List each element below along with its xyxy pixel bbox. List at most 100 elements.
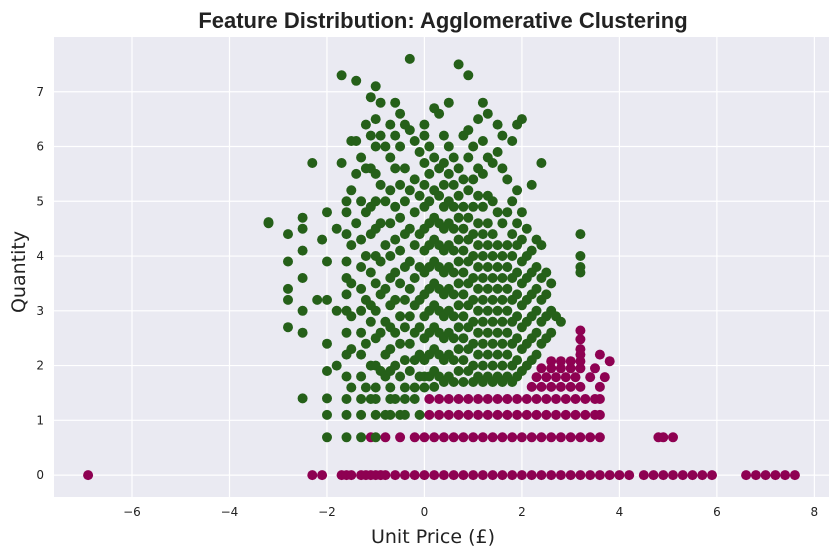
data-point [536, 470, 547, 481]
data-point [551, 372, 561, 383]
data-point [429, 432, 440, 443]
y-tick-label: 5 [36, 194, 44, 208]
data-point [604, 356, 615, 367]
data-point [638, 470, 649, 481]
data-point [531, 262, 542, 272]
data-point [453, 234, 464, 245]
data-point [458, 267, 469, 278]
data-point [502, 207, 513, 218]
data-point [531, 283, 542, 294]
data-point [390, 130, 401, 141]
data-point [555, 470, 566, 481]
data-point [521, 394, 532, 404]
data-point [395, 371, 406, 382]
data-point [492, 409, 503, 420]
data-point [477, 97, 488, 108]
data-point [365, 316, 376, 327]
data-point [502, 394, 513, 404]
data-point [482, 108, 493, 119]
data-point [438, 130, 449, 141]
data-point [585, 432, 596, 443]
data-point [385, 251, 396, 261]
data-point [770, 470, 781, 481]
data-point [346, 311, 357, 322]
data-point [307, 158, 318, 168]
data-point [492, 394, 503, 404]
data-point [482, 283, 493, 294]
data-point [575, 344, 586, 355]
data-point [390, 163, 401, 174]
x-tick-label: 6 [713, 505, 721, 519]
data-point [404, 53, 415, 64]
data-point [390, 234, 401, 245]
data-point [512, 394, 523, 404]
data-point [497, 294, 508, 305]
data-point [390, 327, 401, 338]
data-point [502, 240, 513, 251]
data-point [453, 322, 464, 333]
data-point [507, 432, 518, 443]
data-point [365, 92, 376, 103]
data-point [424, 168, 435, 179]
data-point [438, 432, 449, 443]
data-point [297, 305, 308, 316]
data-point [448, 267, 459, 278]
data-point [487, 251, 498, 261]
data-point [370, 432, 381, 443]
data-point [468, 273, 479, 283]
data-point [482, 262, 493, 272]
data-point [283, 294, 293, 305]
data-point [438, 470, 449, 481]
data-point [648, 470, 659, 481]
x-tick-label: 0 [421, 505, 429, 519]
data-point [531, 394, 542, 404]
data-point [741, 470, 752, 481]
data-point [580, 394, 591, 404]
data-point [356, 283, 367, 294]
data-point [283, 256, 293, 267]
data-point [399, 409, 410, 420]
data-point [565, 432, 576, 443]
data-point [555, 316, 566, 327]
data-point [356, 305, 367, 316]
data-point [512, 289, 523, 300]
data-point [360, 382, 371, 393]
data-point [565, 470, 576, 481]
data-point [419, 158, 430, 168]
data-point [419, 130, 430, 141]
data-point [424, 141, 435, 152]
data-point [477, 273, 488, 283]
data-point [453, 59, 464, 70]
data-point [575, 229, 586, 240]
data-point [468, 470, 479, 481]
data-point [570, 372, 581, 383]
data-point [560, 409, 571, 420]
data-point [585, 372, 596, 383]
data-point [565, 381, 576, 392]
data-point [541, 267, 552, 278]
data-point [453, 366, 464, 376]
data-point [482, 305, 493, 316]
data-point [370, 114, 381, 125]
data-point [346, 470, 357, 481]
data-point [448, 311, 459, 322]
data-point [443, 141, 454, 152]
data-point [429, 381, 440, 392]
data-point [312, 294, 323, 305]
data-point [375, 97, 386, 108]
data-point [512, 355, 523, 366]
data-point [541, 372, 552, 383]
data-point [477, 201, 488, 212]
data-point [283, 322, 293, 333]
data-point [585, 470, 596, 481]
data-point [341, 207, 352, 218]
data-point [424, 409, 435, 420]
data-point [390, 394, 401, 404]
data-point [497, 316, 508, 327]
data-point [468, 229, 479, 240]
data-point [453, 190, 464, 201]
data-point [317, 470, 328, 481]
data-point [536, 363, 547, 374]
data-point [546, 356, 557, 367]
data-point [351, 218, 362, 229]
